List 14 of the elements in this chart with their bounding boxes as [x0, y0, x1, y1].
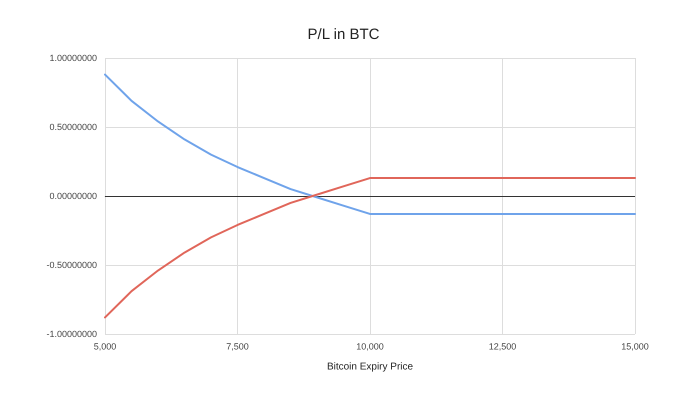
chart-title: P/L in BTC — [308, 26, 380, 43]
y-tick-label: 0.00000000 — [49, 191, 97, 201]
x-tick-label: 7,500 — [226, 342, 249, 352]
x-tick-label: 10,000 — [356, 342, 384, 352]
x-axis-title: Bitcoin Expiry Price — [326, 362, 414, 372]
x-tick-label: 15,000 — [621, 342, 649, 352]
y-tick-label: -0.50000000 — [46, 260, 97, 270]
line-series — [104, 74, 636, 215]
x-tick-label: 12,500 — [488, 342, 516, 352]
y-tick-label: 1.00000000 — [49, 53, 97, 63]
y-tick-label: -1.00000000 — [46, 329, 97, 339]
y-tick-label: 0.50000000 — [49, 122, 97, 132]
x-tick-label: 5,000 — [94, 342, 116, 352]
line-series — [104, 177, 636, 318]
